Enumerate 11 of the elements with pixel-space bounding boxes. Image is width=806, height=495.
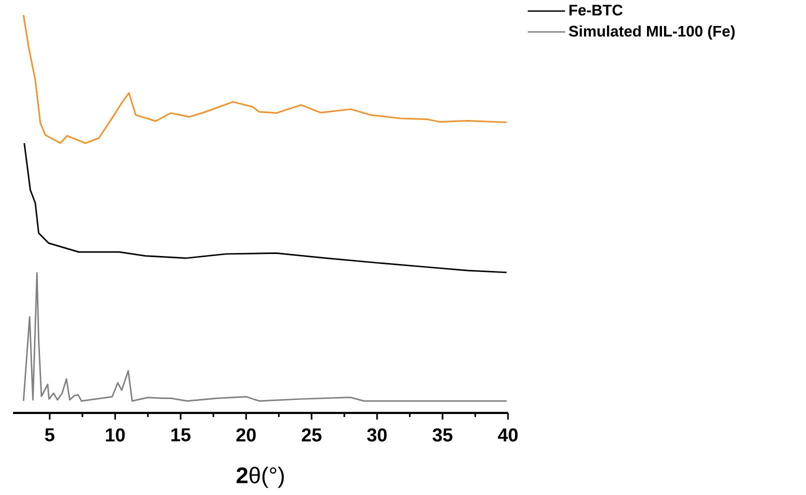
- x-tick-label: 5: [45, 428, 54, 442]
- legend-label: Simulated MIL-100 (Fe): [568, 25, 735, 40]
- x-tick-label: 20: [236, 428, 256, 442]
- x-tick-label: 25: [302, 428, 322, 442]
- x-tick-label: 35: [432, 428, 452, 442]
- x-tick-label: 10: [106, 428, 125, 442]
- x-tick-label: 30: [367, 428, 387, 442]
- x-axis-title: 2θ(°): [236, 466, 284, 488]
- legend-label: Fe-BTC: [569, 4, 623, 16]
- x-tick-label: 15: [171, 428, 190, 442]
- x-tick-label: 40: [498, 428, 518, 442]
